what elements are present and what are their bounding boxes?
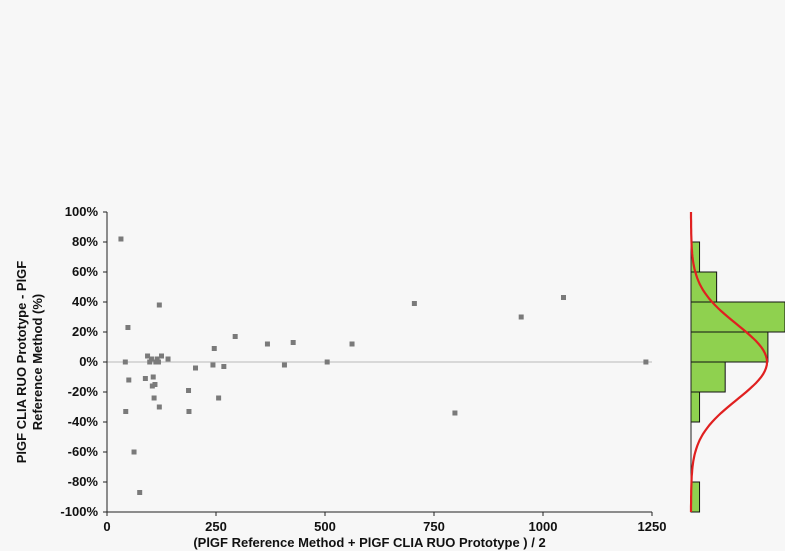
data-point [210, 362, 216, 368]
data-point [149, 383, 155, 389]
data-point [155, 359, 161, 365]
data-point [186, 388, 192, 393]
histogram-bar [690, 301, 785, 333]
data-point [151, 395, 157, 401]
x-tick-label: 1250 [638, 519, 667, 534]
x-axis-title: (PlGF Reference Method + PlGF CLIA RUO P… [193, 535, 545, 550]
x-tick-label: 500 [314, 519, 336, 534]
data-point [159, 353, 164, 359]
y-axis-title-line-1: PlGF CLIA RUO Prototype - PlGF [14, 261, 29, 464]
data-point [264, 341, 270, 347]
histogram-bar [690, 271, 718, 303]
x-tick-label: 750 [423, 519, 445, 534]
y-tick-label: -40% [68, 414, 99, 429]
x-tick-label: 0 [103, 519, 110, 534]
data-point [349, 341, 355, 347]
data-point [125, 325, 131, 330]
data-point [148, 356, 154, 362]
data-point [281, 362, 287, 368]
histogram-bar [690, 331, 769, 363]
data-point [123, 409, 129, 414]
data-point [156, 404, 162, 410]
y-tick-label: 0% [79, 354, 98, 369]
y-tick-label: 60% [72, 264, 98, 279]
y-tick-label: -60% [68, 444, 99, 459]
y-tick-label: 100% [65, 204, 99, 219]
data-point [142, 376, 148, 381]
data-point [150, 374, 156, 380]
data-point [560, 295, 566, 300]
data-point [152, 382, 158, 387]
x-tick-label: 250 [205, 519, 227, 534]
histogram-panel [689, 212, 785, 513]
y-tick-label: 80% [72, 234, 98, 249]
data-point [165, 356, 171, 362]
y-axis-title-line-2: Reference Method (%) [30, 294, 45, 431]
data-point [137, 490, 143, 495]
data-point [193, 365, 199, 371]
data-point [145, 353, 151, 359]
histogram-bar [690, 391, 701, 423]
y-tick-label: -100% [60, 504, 98, 519]
data-point [131, 449, 137, 455]
data-point [643, 359, 649, 365]
data-point [147, 359, 153, 365]
data-point [411, 301, 417, 306]
scatter-plot: 100% 80% 60% 40% 20% 0% -20% -40% -60% -80% -100% 0… [14, 204, 666, 550]
data-point [211, 346, 217, 351]
data-point [216, 395, 222, 401]
data-point [118, 236, 124, 242]
data-point [186, 409, 192, 414]
data-point [156, 302, 162, 308]
data-point [324, 359, 330, 365]
histogram-bar [690, 361, 726, 393]
data-point [518, 314, 524, 320]
y-tick-label: 40% [72, 294, 98, 309]
y-tick-label: -20% [68, 384, 99, 399]
data-point [154, 356, 160, 362]
data-point [122, 359, 128, 365]
data-point [290, 340, 296, 345]
normal-distribution-curve [689, 212, 769, 512]
data-point [221, 364, 227, 369]
data-point [126, 377, 132, 383]
y-tick-label: -80% [68, 474, 99, 489]
x-tick-label: 1000 [529, 519, 558, 534]
y-tick-label: 20% [72, 324, 98, 339]
data-point [153, 359, 159, 365]
data-point [232, 334, 238, 339]
data-point [452, 410, 458, 416]
